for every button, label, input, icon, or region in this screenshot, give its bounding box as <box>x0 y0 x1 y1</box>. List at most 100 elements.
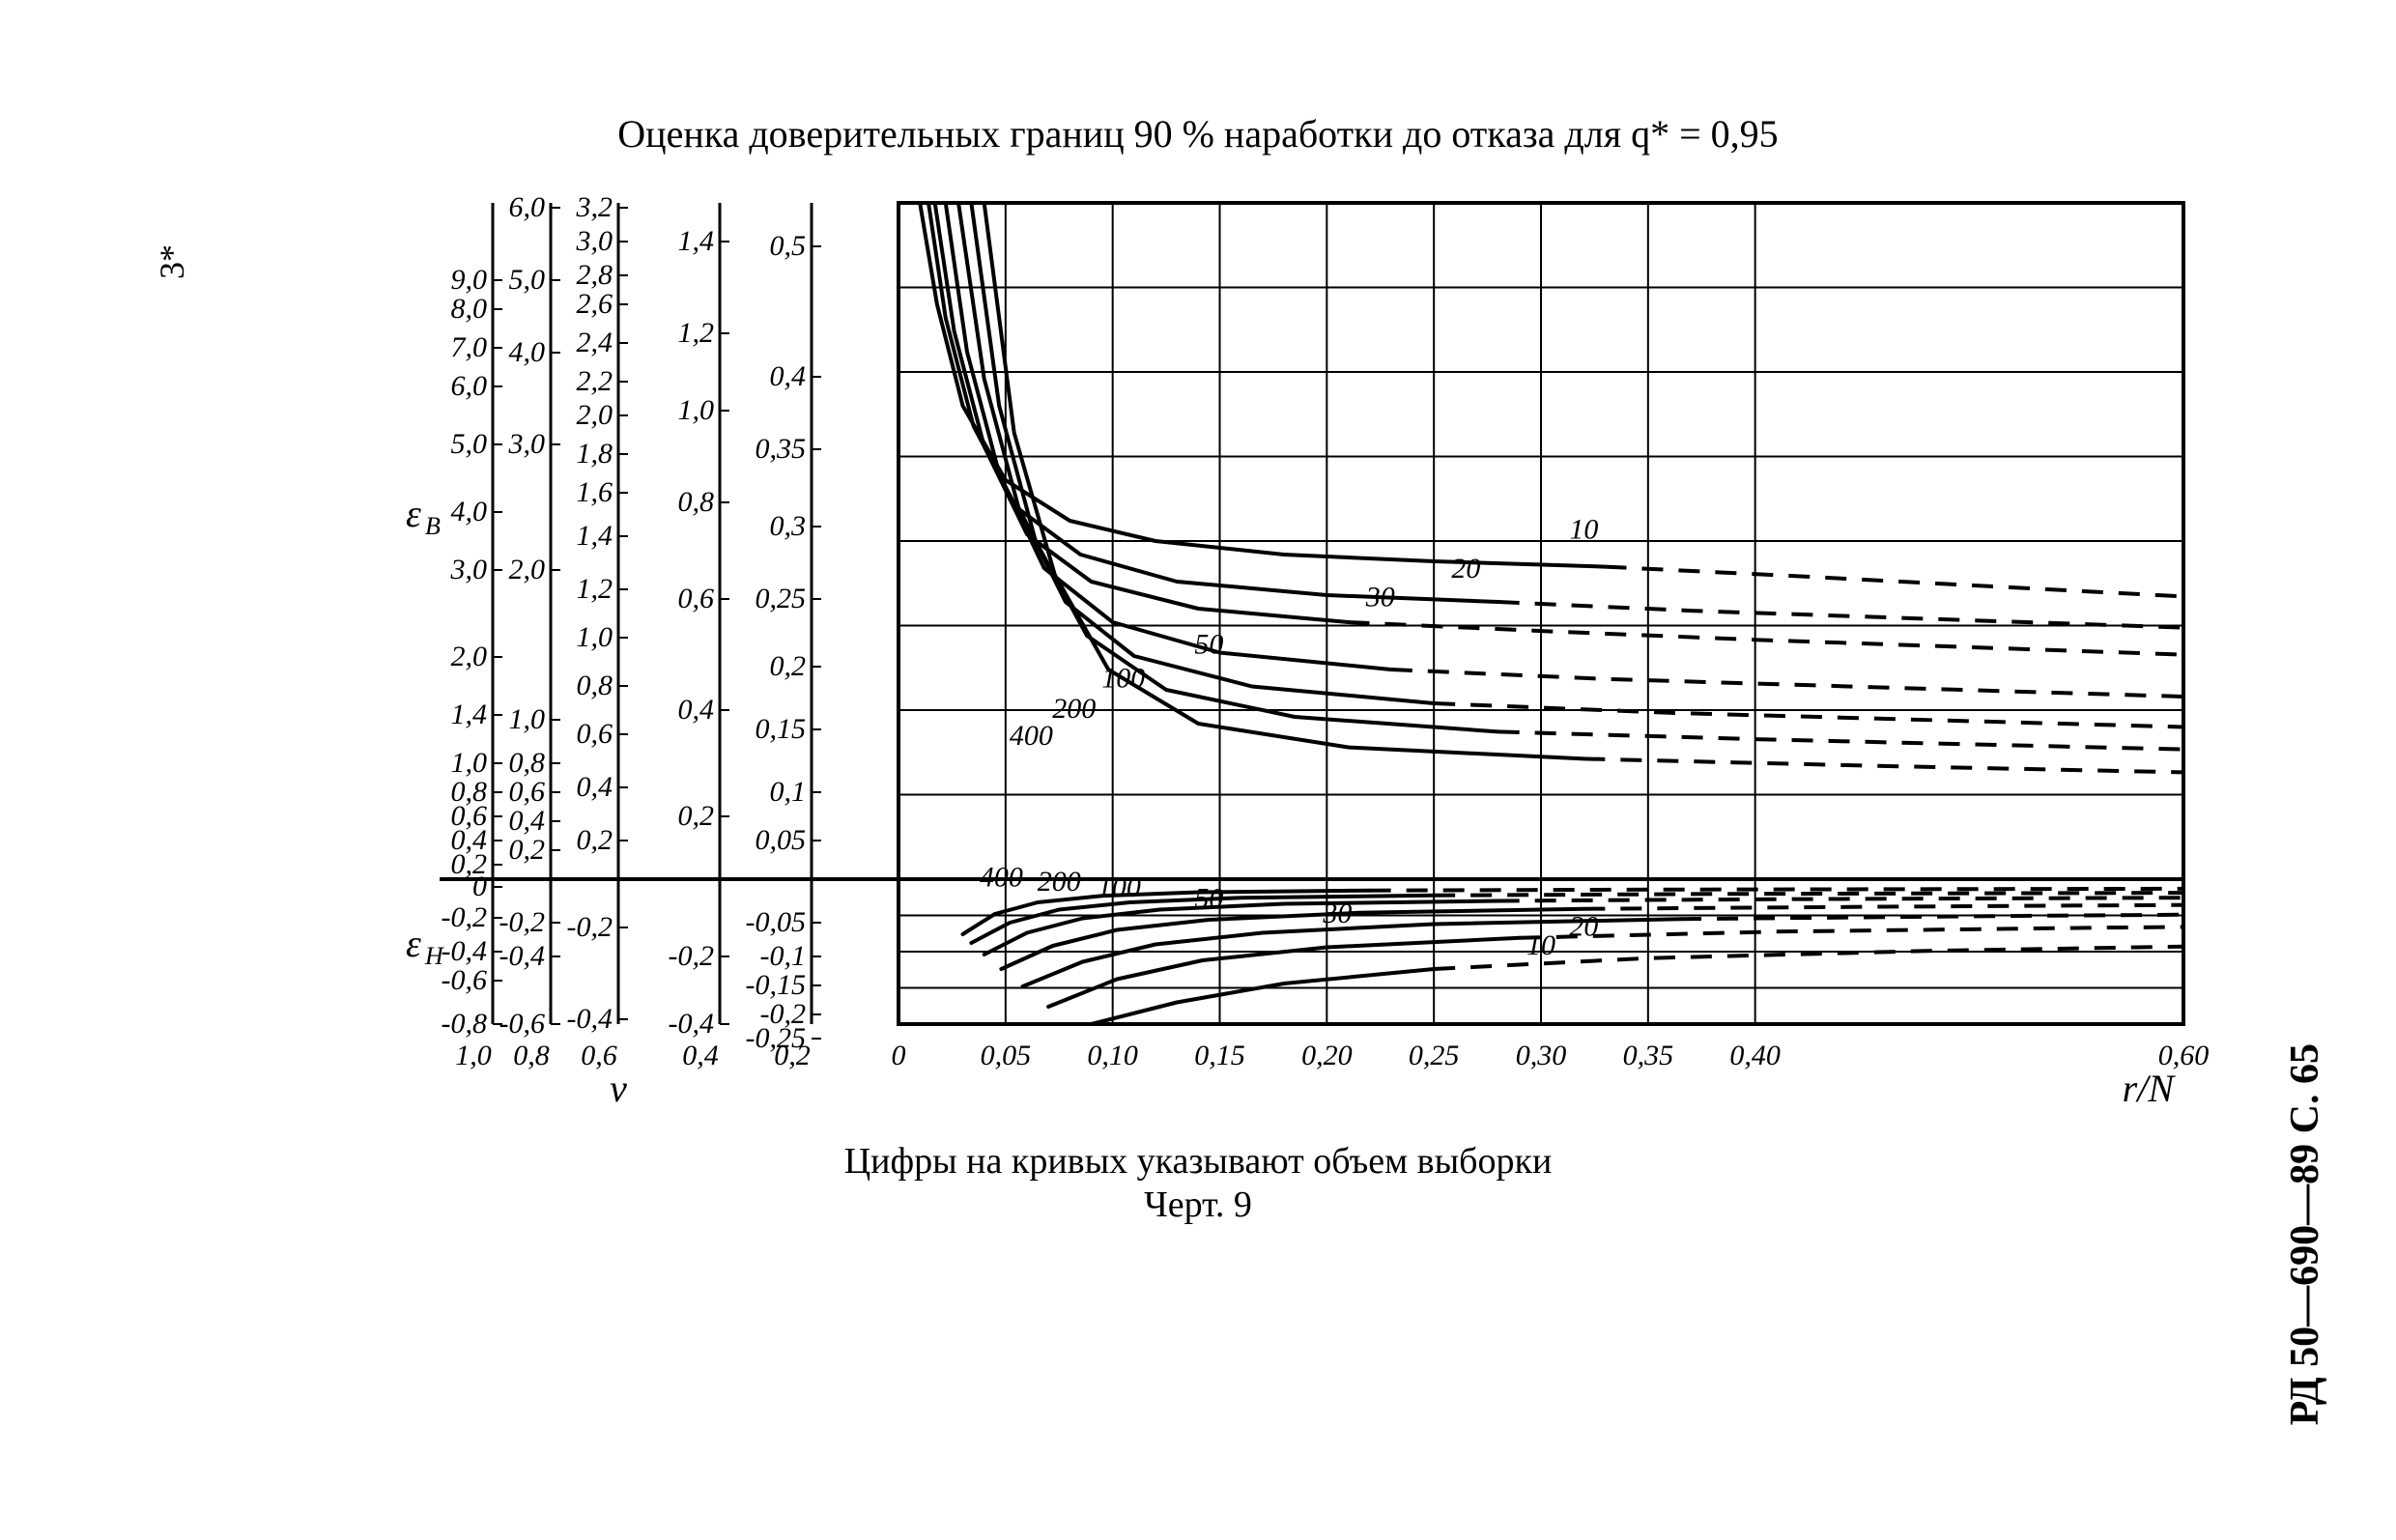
svg-text:2,8: 2,8 <box>577 259 613 291</box>
svg-text:30: 30 <box>1322 898 1352 929</box>
svg-text:2,0: 2,0 <box>451 641 488 672</box>
svg-text:3,0: 3,0 <box>508 428 546 460</box>
svg-text:50: 50 <box>1194 629 1223 661</box>
svg-text:-0,1: -0,1 <box>760 940 807 972</box>
document-id-vertical: РД 50—690—89 С. 65 <box>2282 1043 2328 1425</box>
svg-text:ε: ε <box>406 492 421 535</box>
svg-text:1,0: 1,0 <box>678 394 715 426</box>
svg-text:6,0: 6,0 <box>509 191 546 223</box>
svg-text:0,35: 0,35 <box>756 433 807 465</box>
svg-text:0,15: 0,15 <box>1194 1040 1245 1071</box>
svg-text:30: 30 <box>1365 582 1395 613</box>
svg-text:0: 0 <box>472 870 487 902</box>
svg-text:0,4: 0,4 <box>682 1040 719 1071</box>
svg-text:1,4: 1,4 <box>451 699 488 730</box>
svg-text:3,0: 3,0 <box>576 225 613 257</box>
svg-text:0,4: 0,4 <box>678 694 715 726</box>
svg-text:20: 20 <box>1569 911 1598 943</box>
svg-text:0,20: 0,20 <box>1301 1040 1353 1071</box>
svg-text:0,5: 0,5 <box>770 230 807 262</box>
svg-text:3,2: 3,2 <box>576 191 613 223</box>
svg-text:-0,2: -0,2 <box>442 901 488 933</box>
svg-text:20: 20 <box>1451 553 1480 585</box>
svg-text:0,2: 0,2 <box>678 800 715 832</box>
svg-text:400: 400 <box>980 862 1023 894</box>
svg-text:В: В <box>425 512 441 540</box>
svg-text:0,25: 0,25 <box>756 583 807 614</box>
svg-text:0,6: 0,6 <box>509 776 546 808</box>
svg-text:0,4: 0,4 <box>577 771 613 803</box>
svg-text:2,4: 2,4 <box>577 327 613 358</box>
svg-text:0,8: 0,8 <box>678 486 715 518</box>
svg-text:1,0: 1,0 <box>455 1040 492 1071</box>
svg-text:10: 10 <box>1526 929 1555 961</box>
svg-text:0,2: 0,2 <box>509 834 546 866</box>
svg-text:100: 100 <box>1098 871 1141 903</box>
svg-text:0,05: 0,05 <box>981 1040 1032 1071</box>
chart-caption-line2: Черт. 9 <box>0 1184 2396 1226</box>
svg-text:-0,6: -0,6 <box>442 964 488 996</box>
svg-text:v: v <box>610 1067 627 1110</box>
svg-text:7,0: 7,0 <box>451 331 488 363</box>
svg-text:8,0: 8,0 <box>451 293 488 325</box>
svg-text:1,2: 1,2 <box>577 573 613 605</box>
svg-text:-0,2: -0,2 <box>499 906 546 938</box>
svg-text:r/N: r/N <box>2123 1067 2177 1110</box>
svg-text:-0,15: -0,15 <box>746 969 807 1001</box>
svg-text:5,0: 5,0 <box>451 428 488 460</box>
svg-text:-0,6: -0,6 <box>499 1008 546 1040</box>
svg-text:-0,8: -0,8 <box>442 1008 488 1040</box>
svg-text:1,6: 1,6 <box>577 476 613 508</box>
svg-text:0,1: 0,1 <box>770 776 807 808</box>
svg-text:0,25: 0,25 <box>1409 1040 1460 1071</box>
svg-text:4,0: 4,0 <box>451 496 488 528</box>
svg-text:0,35: 0,35 <box>1623 1040 1674 1071</box>
svg-text:-0,4: -0,4 <box>442 935 488 967</box>
svg-text:0,4: 0,4 <box>509 805 546 837</box>
svg-text:2,0: 2,0 <box>509 554 546 585</box>
svg-text:0,30: 0,30 <box>1516 1040 1567 1071</box>
svg-text:-0,4: -0,4 <box>567 1003 613 1035</box>
svg-text:0: 0 <box>892 1040 906 1071</box>
svg-text:1,0: 1,0 <box>451 747 488 779</box>
svg-text:2,2: 2,2 <box>577 365 613 397</box>
svg-text:5,0: 5,0 <box>509 264 546 296</box>
svg-text:0,8: 0,8 <box>577 670 613 701</box>
svg-text:6,0: 6,0 <box>451 370 488 402</box>
svg-text:0,05: 0,05 <box>756 824 807 856</box>
svg-text:-0,05: -0,05 <box>746 906 807 938</box>
svg-text:4,0: 4,0 <box>509 336 546 368</box>
svg-text:0,3: 0,3 <box>770 510 807 542</box>
svg-text:1,4: 1,4 <box>577 520 613 552</box>
svg-text:-0,2: -0,2 <box>567 911 613 943</box>
svg-text:0,8: 0,8 <box>513 1040 550 1071</box>
chart-caption-line1: Цифры на кривых указывают объем выборки <box>0 1140 2396 1183</box>
svg-text:10: 10 <box>1569 514 1598 546</box>
svg-text:400: 400 <box>1010 720 1053 752</box>
svg-text:0,4: 0,4 <box>770 360 807 392</box>
svg-text:0,6: 0,6 <box>577 718 613 750</box>
svg-text:9,0: 9,0 <box>451 264 488 296</box>
svg-text:2,6: 2,6 <box>577 288 613 320</box>
svg-text:0,2: 0,2 <box>774 1040 811 1071</box>
svg-text:0,15: 0,15 <box>756 713 807 745</box>
svg-text:200: 200 <box>1038 866 1081 898</box>
svg-text:0,8: 0,8 <box>509 747 546 779</box>
svg-text:50: 50 <box>1194 883 1223 915</box>
svg-text:3,0: 3,0 <box>450 554 488 585</box>
svg-text:-0,4: -0,4 <box>669 1008 715 1040</box>
svg-text:1,0: 1,0 <box>509 703 546 735</box>
svg-text:0,10: 0,10 <box>1087 1040 1138 1071</box>
svg-text:2,0: 2,0 <box>577 399 613 431</box>
svg-text:-0,2: -0,2 <box>669 940 715 972</box>
nomogram-chart: 0 0,05 0,10 0,15 0,20 0,25 0,30 0,35 0,40 0,6 0 r/N… <box>0 0 2396 1111</box>
svg-text:200: 200 <box>1052 693 1096 725</box>
svg-text:ε: ε <box>406 922 421 965</box>
svg-text:1,8: 1,8 <box>577 438 613 470</box>
svg-text:1,0: 1,0 <box>577 621 613 653</box>
svg-text:0,40: 0,40 <box>1729 1040 1781 1071</box>
svg-text:-0,4: -0,4 <box>499 940 546 972</box>
svg-text:1,4: 1,4 <box>678 225 715 257</box>
svg-text:0,2: 0,2 <box>577 824 613 856</box>
svg-text:0,2: 0,2 <box>770 650 807 682</box>
